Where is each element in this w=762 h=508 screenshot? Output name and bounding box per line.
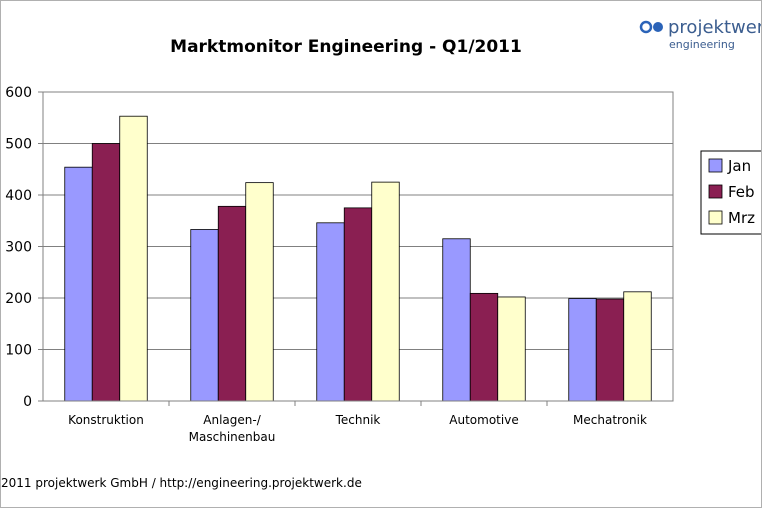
bar-mrz (119, 115, 148, 402)
bar-mrz (371, 181, 400, 402)
bar-jan (316, 222, 345, 402)
y-tick-label: 0 (23, 394, 32, 410)
bar-feb (91, 143, 121, 402)
category-label: Technik (335, 413, 381, 427)
bar-jan (64, 166, 93, 402)
logo-main-text: projektwerk (668, 17, 762, 38)
logo-sub-text: engineering (669, 38, 735, 51)
legend: Jan Feb Mrz (700, 150, 761, 235)
legend-label: Feb (728, 183, 755, 201)
footer-text: 2011 projektwerk GmbH / http://engineeri… (1, 476, 362, 490)
y-tick-label: 500 (5, 137, 32, 153)
y-tick-label: 400 (5, 188, 32, 204)
y-tick-label: 300 (5, 240, 32, 256)
bar-jan (190, 229, 219, 402)
y-tick-label: 200 (5, 291, 32, 307)
category-label: Automotive (449, 413, 518, 427)
bar-feb (217, 205, 247, 402)
legend-swatch-feb (708, 184, 723, 199)
bar-mrz (245, 182, 274, 402)
category-label: Mechatronik (573, 413, 647, 427)
y-tick-label: 100 (5, 343, 32, 359)
category-label: Anlagen-/ (203, 413, 261, 427)
bar-feb (469, 292, 499, 402)
legend-label: Mrz (728, 209, 755, 227)
logo-dot-icon (653, 22, 663, 32)
bar-jan (568, 298, 597, 402)
category-label: Konstruktion (68, 413, 144, 427)
bars (64, 115, 652, 402)
bar-jan (442, 238, 471, 402)
legend-label: Jan (727, 157, 751, 175)
y-tick-label: 600 (5, 85, 32, 101)
bar-mrz (623, 291, 652, 402)
legend-swatch-jan (708, 158, 723, 173)
bar-feb (595, 298, 625, 402)
logo-ring-icon (639, 20, 653, 34)
legend-swatch-mrz (708, 210, 723, 225)
y-axis-ticks: 0 100 200 300 400 500 600 (5, 85, 43, 410)
category-labels: Konstruktion Anlagen-/ Maschinenbau Technik… (68, 401, 647, 444)
chart-title: Marktmonitor Engineering - Q1/2011 (170, 37, 522, 57)
bar-mrz (497, 296, 526, 402)
logo: projektwerk engineering (639, 17, 762, 51)
plot-area-border (42, 91, 674, 402)
category-label: Maschinenbau (189, 430, 276, 444)
bar-feb (343, 207, 373, 402)
